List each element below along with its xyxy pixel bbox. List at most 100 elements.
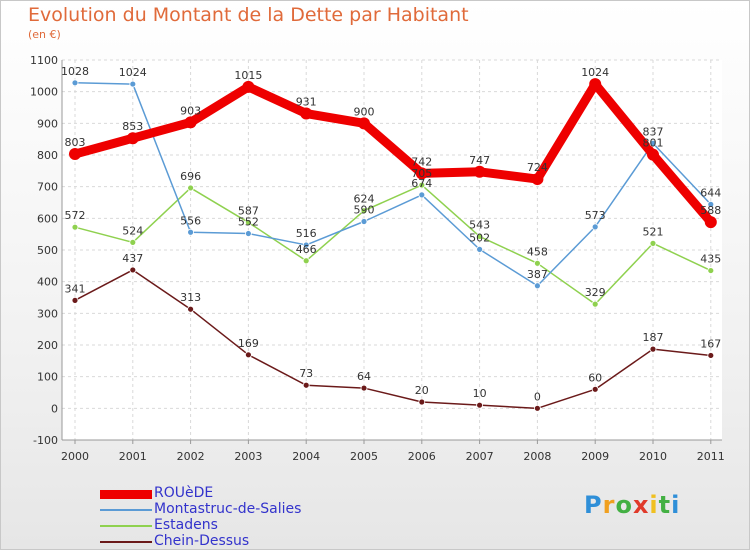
brand-letter: x: [632, 491, 650, 519]
data-point: [476, 401, 484, 409]
data-point: [358, 117, 370, 130]
data-label: 521: [643, 225, 664, 238]
chart-title: Evolution du Montant de la Dette par Hab…: [28, 4, 469, 26]
data-label: 20: [415, 384, 429, 397]
data-label: 524: [122, 224, 143, 237]
x-tick-label: 2007: [466, 450, 494, 463]
y-tick-label: 500: [37, 244, 58, 257]
data-label: 900: [354, 105, 375, 118]
legend-swatch: [100, 525, 152, 527]
x-tick-label: 2009: [581, 450, 609, 463]
data-label: 696: [180, 170, 201, 183]
legend-label: Montastruc-de-Salies: [154, 501, 302, 517]
data-label: 313: [180, 291, 201, 304]
data-point: [360, 384, 368, 392]
x-tick-label: 2003: [234, 450, 262, 463]
x-tick-label: 2010: [639, 450, 667, 463]
brand-letter: P: [584, 491, 603, 519]
data-point: [418, 398, 426, 406]
brand-letter: o: [615, 491, 633, 519]
data-point: [129, 238, 137, 246]
data-label: 572: [65, 209, 86, 222]
legend-label: Chein-Dessus: [154, 533, 250, 549]
data-label: 543: [469, 218, 490, 231]
data-point: [418, 181, 426, 189]
data-label: 64: [357, 370, 371, 383]
data-point: [244, 351, 252, 359]
y-tick-label: 400: [37, 276, 58, 289]
data-point: [302, 257, 310, 265]
data-point: [302, 381, 310, 389]
data-point: [244, 219, 252, 226]
y-tick-label: 1000: [30, 86, 58, 99]
legend-swatch: [100, 541, 152, 543]
data-label: 552: [238, 216, 259, 229]
data-label: 169: [238, 337, 259, 350]
data-label: 1015: [234, 69, 262, 82]
data-label: 644: [700, 186, 721, 199]
data-label: 837: [643, 125, 664, 138]
data-point: [187, 184, 195, 192]
data-point: [184, 116, 197, 129]
y-tick-label: -100: [33, 434, 58, 447]
data-label: 329: [585, 286, 606, 299]
data-label: 516: [296, 227, 317, 240]
x-tick-label: 2005: [350, 450, 378, 463]
data-point: [476, 232, 484, 240]
data-label: 556: [180, 214, 201, 227]
data-point: [591, 223, 599, 231]
brand-logo: Proxiti: [584, 491, 680, 519]
data-point: [71, 79, 79, 87]
data-point: [534, 259, 541, 267]
data-point: [647, 148, 659, 161]
data-label: 1028: [61, 65, 89, 78]
data-label: 502: [469, 231, 490, 244]
legend-label: Estadens: [154, 517, 218, 533]
y-tick-label: 800: [37, 149, 58, 162]
data-point: [187, 305, 195, 313]
data-point: [126, 132, 139, 145]
y-tick-label: 900: [37, 117, 58, 130]
data-point: [589, 78, 602, 91]
data-point: [71, 296, 79, 304]
data-point: [704, 216, 717, 229]
data-label: 587: [238, 204, 259, 217]
data-label: 0: [534, 390, 541, 403]
y-tick-label: 1100: [30, 54, 58, 67]
x-tick-label: 2002: [177, 450, 205, 463]
data-point: [129, 266, 137, 274]
data-label: 747: [469, 154, 490, 167]
data-label: 187: [643, 331, 664, 344]
data-label: 466: [296, 243, 317, 256]
data-label: 853: [122, 120, 143, 133]
data-label: 590: [354, 204, 375, 217]
data-point: [591, 300, 599, 308]
data-point: [591, 385, 599, 393]
data-point: [649, 345, 657, 353]
data-label: 387: [527, 268, 548, 281]
legend-swatch: [100, 509, 152, 511]
data-point: [71, 223, 79, 231]
series-line-2: [74, 184, 712, 305]
chart-subtitle: (en €): [28, 28, 61, 41]
y-tick-label: 200: [37, 339, 58, 352]
legend-swatch: [100, 489, 152, 499]
data-point: [69, 148, 81, 161]
data-label: 903: [180, 104, 201, 117]
series-line-0: [70, 79, 716, 227]
brand-letter: r: [602, 491, 616, 519]
brand-letter: i: [671, 491, 681, 519]
data-label: 60: [588, 371, 602, 384]
y-tick-label: 100: [37, 371, 58, 384]
data-point: [242, 80, 255, 93]
data-point: [418, 191, 426, 199]
brand-letter: t: [658, 491, 672, 519]
x-tick-label: 2008: [523, 450, 551, 463]
data-label: 341: [65, 282, 86, 295]
series-line-1: [74, 82, 712, 287]
data-point: [187, 228, 195, 236]
brand-letter: i: [649, 491, 659, 519]
x-tick-label: 2011: [697, 450, 725, 463]
data-label: 458: [527, 245, 548, 258]
